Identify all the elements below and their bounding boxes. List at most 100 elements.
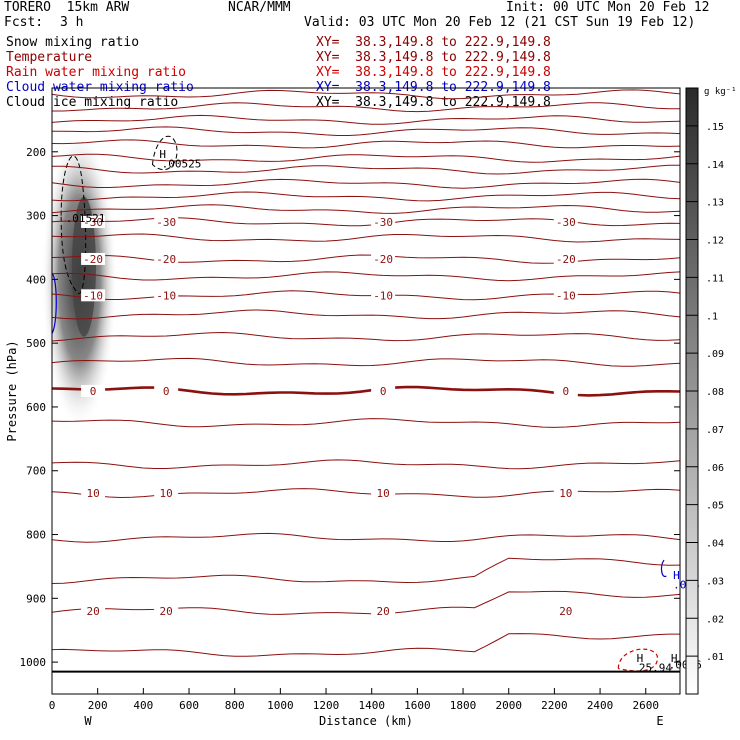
isotherm-label-bg <box>154 487 179 500</box>
isotherm-label-bg <box>81 215 106 228</box>
isotherm-label: -10 <box>156 289 176 302</box>
model-name: TORERO 15km ARW <box>4 0 130 15</box>
isotherm-line <box>51 233 681 243</box>
y-tick-label: 300 <box>26 210 46 223</box>
isotherm-label-bg <box>154 252 179 265</box>
isotherm-line <box>51 139 681 149</box>
isotherm-line <box>51 590 681 615</box>
isotherm-label: 10 <box>160 487 173 500</box>
isotherm-line <box>51 532 681 543</box>
isotherm-line <box>51 254 681 264</box>
isotherm-line <box>51 357 681 367</box>
x-tick-label: 200 <box>88 699 108 712</box>
cloud-ice-contour <box>151 135 178 171</box>
isotherm-label: -10 <box>373 289 393 302</box>
field-xy-cloud-ice: XY= 38.3,149.8 to 222.9,149.8 <box>316 95 551 110</box>
contour-annotation: .00525 <box>162 158 202 171</box>
colorbar-tick-label: .15 <box>706 122 724 133</box>
cloud-ice-contour <box>60 155 87 295</box>
contour-annotation: .01521 <box>66 212 106 225</box>
isotherm-line <box>51 290 681 301</box>
x-tick-label: 2600 <box>632 699 659 712</box>
isotherm-label-bg <box>553 215 578 228</box>
field-name-cloud-ice: Cloud ice mixing ratio <box>6 95 179 110</box>
west-label: W <box>84 714 92 728</box>
isotherm-line <box>51 178 681 189</box>
x-tick-label: 1000 <box>267 699 294 712</box>
x-tick-label: 600 <box>179 699 199 712</box>
isotherm-label: 0 <box>163 385 170 398</box>
isotherm-line <box>51 271 681 282</box>
isotherm-label: 20 <box>160 605 173 618</box>
cloud-water-contour <box>660 559 667 578</box>
isotherm-line <box>51 114 681 125</box>
isotherm-label-bg <box>371 215 396 228</box>
isotherm-label: 10 <box>559 487 572 500</box>
isotherm-line <box>51 191 681 202</box>
isotherm-line <box>51 331 681 342</box>
colorbar-tick-label: .02 <box>706 614 724 625</box>
isotherm-line <box>52 102 680 113</box>
y-tick-label: 500 <box>26 337 46 350</box>
isotherm-line <box>51 633 680 657</box>
isotherm-line <box>51 557 681 584</box>
isotherm-label-bg <box>553 252 578 265</box>
field-name-temperature: Temperature <box>6 50 93 65</box>
colorbar-tick-label: .13 <box>706 198 724 209</box>
isotherm-label: 20 <box>559 605 572 618</box>
isotherm-label: -30 <box>556 216 576 229</box>
x-tick-label: 2400 <box>587 699 614 712</box>
init-time: Init: 00 UTC Mon 20 Feb 12 <box>506 0 710 15</box>
colorbar-tick-label: .04 <box>706 539 724 550</box>
colorbar-tick-label: .06 <box>706 463 724 474</box>
contour-annotation: 25.94 <box>639 662 672 675</box>
valid-time: Valid: 03 UTC Mon 20 Feb 12 (21 CST Sun … <box>304 15 696 30</box>
isotherm-line <box>51 459 681 470</box>
y-tick-label: 900 <box>26 592 46 605</box>
isotherm-label-bg <box>371 487 396 500</box>
colorbar-tick-label: .09 <box>706 349 724 360</box>
isotherm-label-bg <box>154 385 179 397</box>
organization: NCAR/MMM <box>228 0 291 15</box>
isotherm-label-bg <box>553 605 578 618</box>
isotherm-line <box>51 488 681 499</box>
colorbar-tick-label: .11 <box>706 273 724 284</box>
isotherm-label: 10 <box>377 487 390 500</box>
isotherm-label-bg <box>154 605 179 618</box>
field-name-snow: Snow mixing ratio <box>6 35 140 50</box>
isotherm-label-bg <box>371 289 396 302</box>
field-xy-rain: XY= 38.3,149.8 to 222.9,149.8 <box>316 65 551 80</box>
isotherm-line <box>51 204 681 214</box>
isotherm-label-bg <box>553 289 578 302</box>
isotherm-label: -20 <box>156 253 176 266</box>
isotherm-label: -10 <box>556 289 576 302</box>
colorbar-unit: g kg⁻¹ <box>704 87 737 97</box>
contour-annotation: H <box>671 652 678 665</box>
east-label: E <box>656 714 663 728</box>
y-tick-label: 700 <box>26 465 46 478</box>
field-xy-temperature: XY= 38.3,149.8 to 222.9,149.8 <box>316 50 551 65</box>
contour-annotation: H <box>673 569 680 582</box>
field-name-rain: Rain water mixing ratio <box>6 65 187 80</box>
field-xy-snow: XY= 38.3,149.8 to 222.9,149.8 <box>316 35 551 50</box>
isotherm-label-bg <box>553 385 578 397</box>
isotherm-line <box>52 164 681 175</box>
cloud-water-contour <box>51 272 57 334</box>
isotherm-label: -30 <box>156 216 176 229</box>
colorbar-tick-label: .12 <box>706 236 724 247</box>
isotherm-line <box>51 418 681 428</box>
colorbar-tick-label: .08 <box>706 387 724 398</box>
y-tick-label: 200 <box>26 146 46 159</box>
y-tick-label: 400 <box>26 273 46 286</box>
x-tick-label: 400 <box>133 699 153 712</box>
x-tick-label: 1800 <box>450 699 477 712</box>
isotherm-label-bg <box>154 289 179 302</box>
isotherm-label-bg <box>553 487 578 500</box>
forecast-label: Fcst: <box>4 15 44 30</box>
isotherm-label-bg <box>81 252 106 265</box>
isotherm-label: 20 <box>86 605 99 618</box>
isotherm-line <box>51 89 681 100</box>
colorbar-tick-label: .01 <box>706 652 724 663</box>
isotherm-label: -10 <box>83 289 103 302</box>
